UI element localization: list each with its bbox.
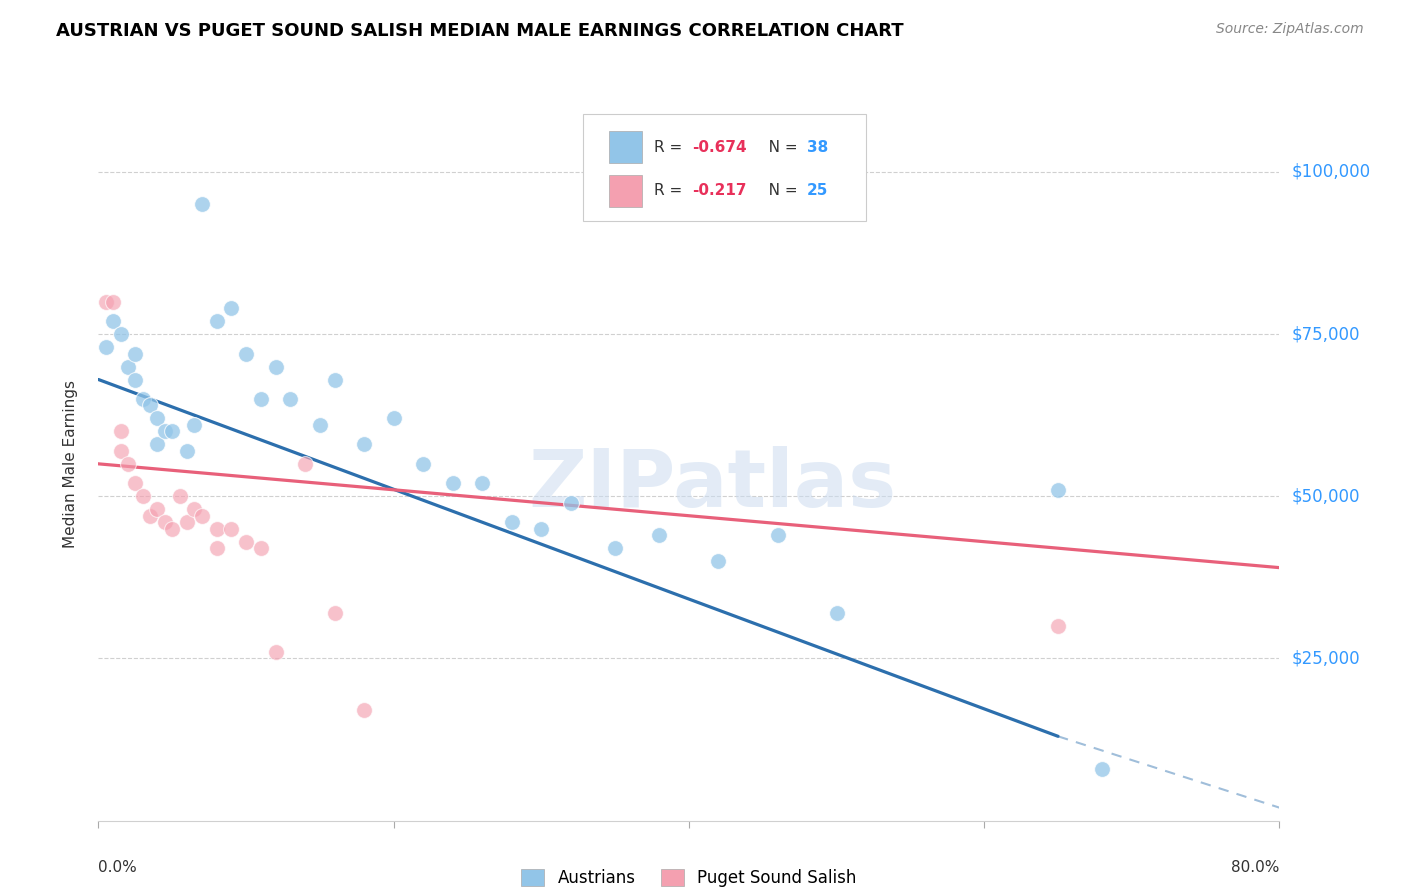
Point [183,417,205,432]
Point [124,372,146,386]
Text: -0.674: -0.674 [693,139,747,154]
Point [117,457,139,471]
Text: R =: R = [654,184,686,198]
Text: -0.217: -0.217 [693,184,747,198]
Text: $50,000: $50,000 [1291,487,1360,505]
FancyBboxPatch shape [609,175,641,207]
FancyBboxPatch shape [582,114,866,221]
Point [124,476,146,491]
Point [205,522,228,536]
Point [191,508,214,523]
Text: $75,000: $75,000 [1291,325,1360,343]
Point [110,443,132,458]
Point [110,327,132,342]
Point [183,502,205,516]
Point [1046,619,1069,633]
Point [605,541,627,556]
Point [264,645,287,659]
Point [169,489,191,503]
Text: 25: 25 [807,184,828,198]
Point [139,508,162,523]
Point [250,541,273,556]
Point [139,399,162,413]
Point [162,522,183,536]
Text: N =: N = [754,184,803,198]
Point [146,502,169,516]
Point [132,392,155,406]
Point [191,197,214,211]
Point [1091,762,1114,776]
Point [94,294,117,309]
Point [146,411,169,425]
Text: Source: ZipAtlas.com: Source: ZipAtlas.com [1216,22,1364,37]
Point [825,606,848,620]
Point [353,437,375,451]
Text: 38: 38 [807,139,828,154]
Text: $100,000: $100,000 [1291,163,1371,181]
Point [110,425,132,439]
Point [250,392,273,406]
Point [309,417,332,432]
Point [117,359,139,374]
Point [412,457,434,471]
Point [176,443,198,458]
Point [382,411,405,425]
Text: ZIPatlas: ZIPatlas [529,446,897,524]
Point [323,606,346,620]
Point [323,372,346,386]
Point [153,425,176,439]
Y-axis label: Median Male Earnings: Median Male Earnings [63,380,77,548]
Point [219,301,242,315]
Point [132,489,155,503]
FancyBboxPatch shape [609,131,641,163]
Text: 0.0%: 0.0% [98,860,138,875]
Point [707,554,730,568]
Point [441,476,464,491]
Point [162,425,183,439]
Point [278,392,302,406]
Point [560,496,582,510]
Point [205,541,228,556]
Point [264,359,287,374]
Point [103,294,125,309]
Text: $25,000: $25,000 [1291,649,1360,667]
Point [648,528,671,542]
Point [205,314,228,328]
Point [146,437,169,451]
Point [1046,483,1069,497]
Point [103,314,125,328]
Text: 80.0%: 80.0% [1232,860,1279,875]
Point [353,703,375,717]
Point [219,522,242,536]
Point [153,515,176,529]
Text: R =: R = [654,139,686,154]
Point [124,346,146,360]
Point [94,340,117,354]
Text: AUSTRIAN VS PUGET SOUND SALISH MEDIAN MALE EARNINGS CORRELATION CHART: AUSTRIAN VS PUGET SOUND SALISH MEDIAN MA… [56,22,904,40]
Point [530,522,553,536]
Point [501,515,523,529]
Point [235,534,257,549]
Point [176,515,198,529]
Point [235,346,257,360]
Point [294,457,316,471]
Legend: Austrians, Puget Sound Salish: Austrians, Puget Sound Salish [522,869,856,888]
Text: N =: N = [754,139,803,154]
Point [471,476,494,491]
Point [766,528,789,542]
